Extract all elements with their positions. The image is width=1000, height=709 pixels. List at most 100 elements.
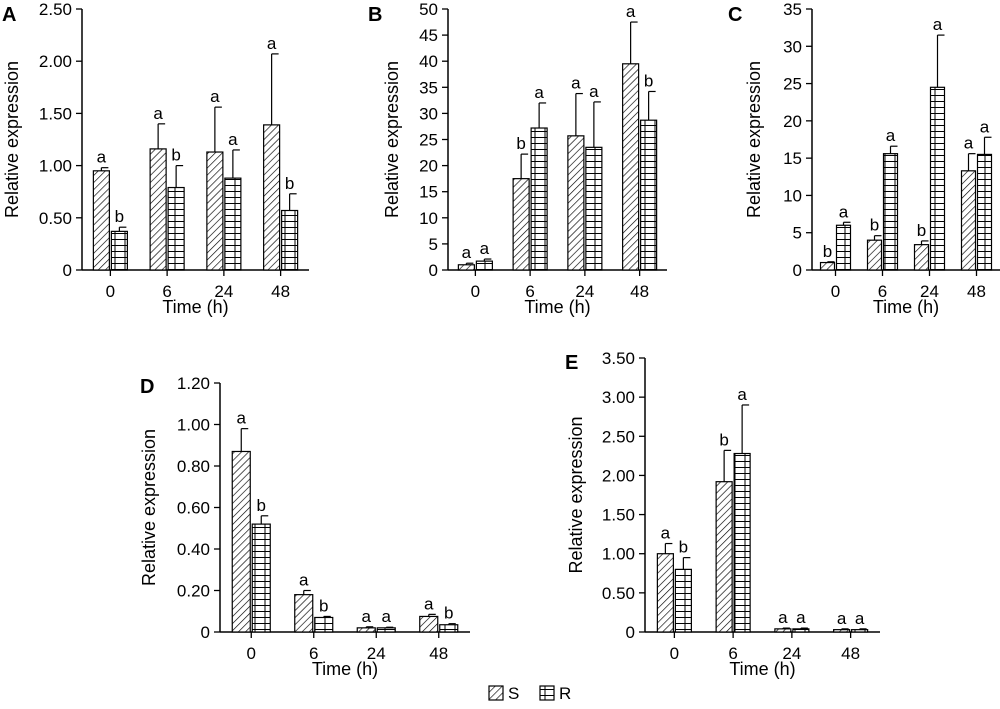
significance-label-r: b: [257, 496, 266, 515]
significance-label-s: b: [516, 134, 525, 153]
significance-label-s: a: [571, 74, 581, 93]
significance-label-s: a: [267, 34, 277, 53]
significance-label-r: a: [839, 202, 849, 221]
x-tick-label: 6: [525, 282, 534, 301]
bar-r: [110, 230, 128, 271]
y-tick-label: 0: [793, 261, 802, 280]
y-tick-label: 0: [429, 261, 438, 280]
y-tick-label: 0: [63, 261, 72, 280]
y-tick-label: 0.50: [602, 584, 635, 603]
y-axis-title: Relative expression: [744, 61, 764, 218]
x-tick-label: 48: [841, 644, 860, 663]
y-tick-label: 0.50: [39, 209, 72, 228]
bar-s: [819, 261, 836, 271]
x-tick-label: 0: [247, 644, 256, 663]
y-tick-label: 0.60: [177, 499, 210, 518]
y-tick-label: 2.00: [602, 466, 635, 485]
y-axis-title: Relative expression: [139, 429, 159, 586]
bar-r: [439, 624, 459, 633]
significance-label-r: a: [886, 126, 896, 145]
y-tick-label: 30: [419, 104, 438, 123]
x-axis-title: Time (h): [312, 659, 378, 679]
y-tick-label: 1.50: [39, 104, 72, 123]
y-tick-label: 0: [626, 623, 635, 642]
x-axis-title: Time (h): [729, 659, 795, 679]
x-tick-label: 0: [471, 282, 480, 301]
y-axis-title: Relative expression: [382, 61, 402, 218]
bar-s: [960, 170, 977, 271]
legend: S R: [488, 684, 571, 703]
x-tick-label: 6: [162, 282, 171, 301]
y-tick-label: 3.00: [602, 388, 635, 407]
significance-label-s: a: [299, 571, 309, 590]
bar-r: [376, 627, 396, 633]
significance-label-s: b: [823, 242, 832, 261]
y-tick-label: 10: [419, 209, 438, 228]
x-tick-label: 24: [920, 282, 939, 301]
significance-label-r: a: [480, 239, 490, 258]
legend-label-r: R: [559, 684, 571, 703]
y-tick-label: 1.00: [39, 157, 72, 176]
bar-s: [206, 151, 224, 271]
y-tick-label: 15: [783, 149, 802, 168]
bar-r: [792, 628, 810, 633]
bar-r: [475, 260, 493, 271]
significance-label-r: b: [444, 604, 453, 623]
y-tick-label: 45: [419, 26, 438, 45]
bar-s: [457, 264, 475, 271]
y-tick-label: 1.00: [602, 545, 635, 564]
y-tick-label: 15: [419, 183, 438, 202]
significance-label-s: a: [362, 607, 372, 626]
y-tick-label: 20: [419, 157, 438, 176]
significance-label-s: b: [870, 216, 879, 235]
y-tick-label: 25: [783, 75, 802, 94]
bar-s: [656, 553, 674, 633]
x-tick-label: 6: [309, 644, 318, 663]
x-tick-label: 6: [728, 644, 737, 663]
significance-label-s: b: [917, 221, 926, 240]
chart-panel-e: E 0 0.50 1.00 1.50 2.00 2.50 3.00 3.50 0 6 24 48 Time…: [565, 349, 880, 679]
significance-label-r: b: [115, 207, 124, 226]
x-tick-label: 48: [967, 282, 986, 301]
bar-s: [715, 481, 733, 633]
chart-panel-d: D 0 0.20 0.40 0.60 0.80 1.00 1.20 0 6 24 48 Time (h)…: [139, 374, 470, 679]
x-tick-label: 48: [271, 282, 290, 301]
bar-s: [92, 170, 110, 271]
y-tick-label: 30: [783, 37, 802, 56]
x-tick-label: 24: [367, 644, 386, 663]
significance-label-r: a: [796, 608, 806, 627]
bar-s: [866, 239, 883, 271]
bar-r: [674, 568, 692, 633]
significance-label-s: a: [837, 609, 847, 628]
y-tick-label: 35: [419, 78, 438, 97]
bar-s: [263, 124, 281, 271]
x-tick-label: 6: [878, 282, 887, 301]
y-tick-label: 3.50: [602, 349, 635, 368]
panel-letter: C: [728, 4, 742, 26]
panel-letter: A: [2, 4, 16, 26]
significance-label-r: b: [319, 596, 328, 615]
bar-r: [929, 86, 946, 271]
y-tick-label: 5: [793, 224, 802, 243]
significance-label-s: a: [210, 87, 220, 106]
significance-label-s: a: [424, 594, 434, 613]
legend-swatch-s: [488, 685, 504, 701]
y-tick-label: 25: [419, 131, 438, 150]
bar-r: [976, 153, 993, 271]
x-axis-title: Time (h): [524, 297, 590, 317]
y-tick-label: 35: [783, 0, 802, 19]
bar-r: [251, 523, 271, 633]
significance-label-r: b: [679, 538, 688, 557]
bar-s: [913, 244, 930, 271]
bar-s: [774, 628, 792, 633]
bar-r: [224, 177, 242, 271]
chart-panel-b: B 0 5 10 15 20 25 30 35 40 45 50 0 6 24 48 Time (h) Relat…: [368, 0, 667, 317]
bar-r: [281, 209, 299, 271]
y-tick-label: 1.50: [602, 506, 635, 525]
chart-panel-c: C 0 5 10 15 20 25 30 35 0 6 24 48 Time (h) Relative ex…: [728, 0, 1000, 317]
significance-label-r: a: [382, 607, 392, 626]
bar-r: [530, 127, 548, 271]
y-tick-label: 10: [783, 186, 802, 205]
significance-label-r: a: [855, 609, 865, 628]
significance-label-r: b: [285, 174, 294, 193]
